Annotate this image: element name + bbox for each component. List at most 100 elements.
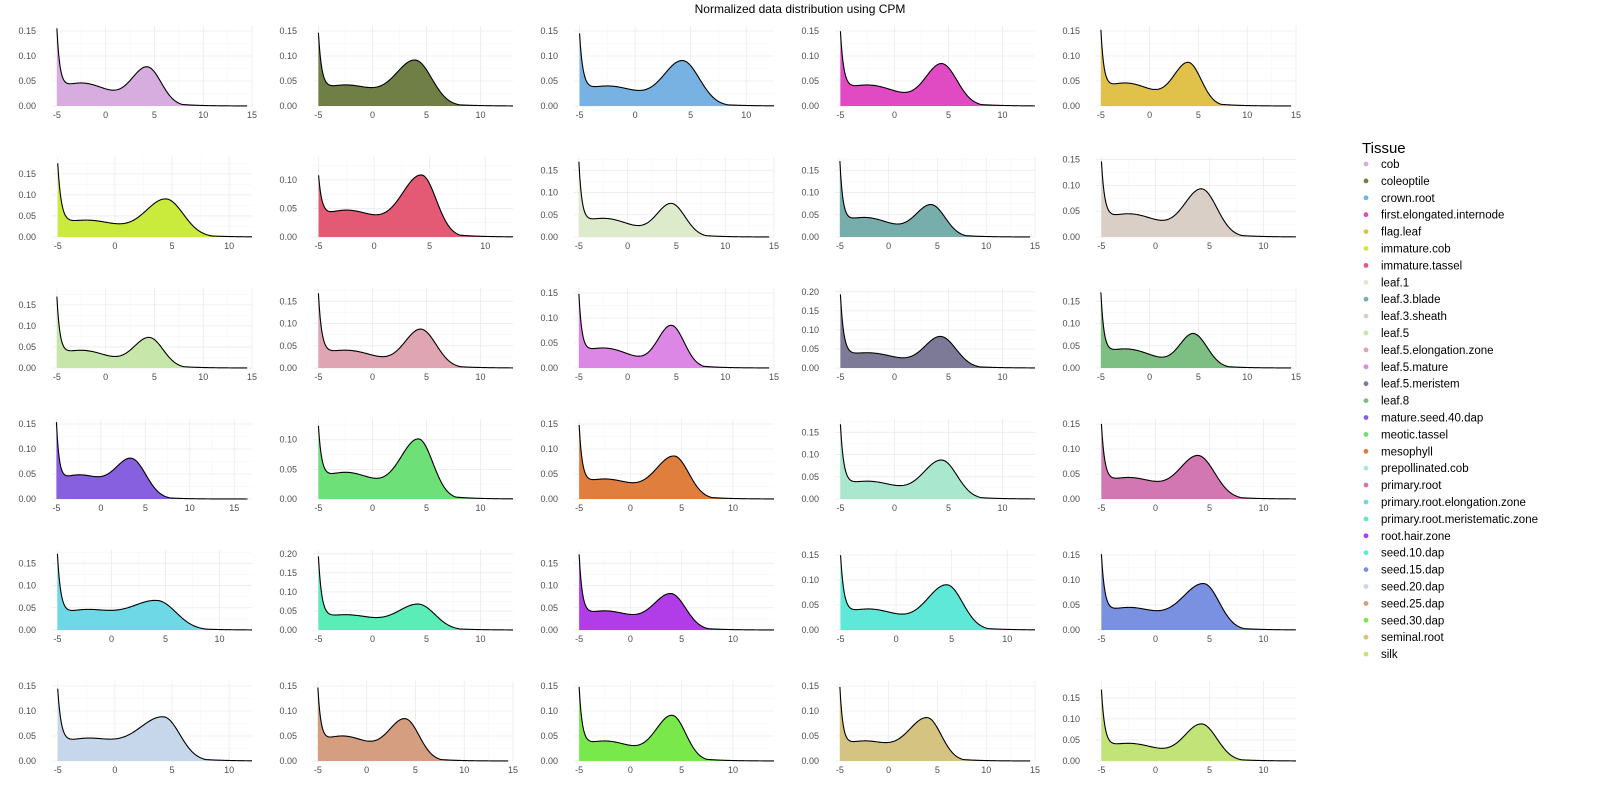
legend-key-leaf.5.mature xyxy=(1363,364,1369,370)
x-tick-label: -5 xyxy=(575,765,583,775)
x-tick-label: 10 xyxy=(720,241,730,251)
x-tick-label: 0 xyxy=(98,503,103,513)
legend-label: silk xyxy=(1381,649,1398,661)
x-tick-label: 10 xyxy=(1259,634,1269,644)
density-line-meotic.tassel xyxy=(317,425,513,500)
x-tick-label: 5 xyxy=(424,503,429,513)
y-tick-label: 0.10 xyxy=(1062,319,1080,329)
legend-key-primary.root xyxy=(1363,482,1369,488)
density-line-coleoptile xyxy=(317,32,513,107)
x-tick-label: 0 xyxy=(109,634,114,644)
x-tick-label: -5 xyxy=(1097,110,1105,120)
y-tick-label: 0.05 xyxy=(801,600,819,610)
y-tick-label: 0.15 xyxy=(1062,419,1080,429)
density-area-leaf.5 xyxy=(56,296,248,368)
panel-seed.15.dap: -5 0 5 10 0.00 0.05 0.10 0.15 xyxy=(1062,550,1296,644)
density-line-seminal.root xyxy=(839,686,1031,762)
y-tick-label: 0.00 xyxy=(1062,363,1080,373)
y-tick-label: 0.15 xyxy=(18,681,36,691)
x-tick-label: 10 xyxy=(998,110,1008,120)
density-area-crown.root xyxy=(579,33,774,106)
legend-label: primary.root xyxy=(1381,480,1442,492)
x-tick-label: 5 xyxy=(679,634,684,644)
x-tick-label: 5 xyxy=(424,110,429,120)
y-tick-label: 0.10 xyxy=(279,175,297,185)
y-tick-label: 0.05 xyxy=(1062,206,1080,216)
density-line-leaf.8 xyxy=(1100,292,1292,369)
y-tick-label: 0.10 xyxy=(540,313,558,323)
x-tick-label: 5 xyxy=(427,241,432,251)
x-tick-label: 10 xyxy=(476,110,486,120)
y-tick-label: 0.00 xyxy=(18,101,36,111)
density-area-seed.20.dap xyxy=(57,688,253,761)
x-tick-label: 5 xyxy=(424,634,429,644)
y-tick-label: 0.10 xyxy=(801,325,819,335)
density-line-crown.root xyxy=(579,33,774,107)
y-tick-label: 0.15 xyxy=(18,558,36,568)
legend-label: leaf.8 xyxy=(1381,396,1409,408)
x-tick-label: 10 xyxy=(1259,241,1269,251)
legend-key-leaf.3.sheath xyxy=(1363,313,1369,319)
legend-key-mature.seed.40.dap xyxy=(1363,415,1369,420)
y-tick-label: 0.10 xyxy=(1062,180,1080,190)
y-tick-label: 0.05 xyxy=(18,342,36,352)
facet-panels: -5 0 5 10 15 0.00 0.05 0.10 0.15 -5 0 5 10 0.00 0.05 0.… xyxy=(18,26,1301,775)
legend-key-seminal.root xyxy=(1363,634,1369,640)
legend-key-primary.root.elongation.zone xyxy=(1363,499,1369,505)
y-tick-label: 0.10 xyxy=(801,450,819,460)
x-tick-label: 5 xyxy=(424,372,429,382)
x-tick-label: 0 xyxy=(1153,241,1158,251)
density-line-leaf.5.meristem xyxy=(839,294,1035,369)
x-tick-label: -5 xyxy=(575,634,583,644)
x-tick-label: -5 xyxy=(575,241,583,251)
x-tick-label: 5 xyxy=(935,241,940,251)
x-tick-label: 0 xyxy=(103,372,108,382)
y-tick-label: 0.05 xyxy=(801,472,819,482)
y-tick-label: 0.15 xyxy=(279,568,297,578)
y-tick-label: 0.15 xyxy=(540,165,558,175)
x-tick-label: -5 xyxy=(1097,372,1105,382)
y-tick-label: 0.15 xyxy=(801,681,819,691)
x-tick-label: 0 xyxy=(103,110,108,120)
x-tick-label: 0 xyxy=(628,765,633,775)
x-tick-label: 10 xyxy=(1002,634,1012,644)
x-tick-label: -5 xyxy=(314,634,322,644)
y-tick-label: 0.10 xyxy=(18,321,36,331)
density-line-mesophyll xyxy=(578,424,774,500)
legend-key-immature.tassel xyxy=(1363,263,1369,268)
x-tick-label: 0 xyxy=(892,503,897,513)
y-tick-label: 0.20 xyxy=(801,287,819,297)
y-tick-label: 0.15 xyxy=(18,300,36,310)
x-tick-label: 0 xyxy=(625,372,630,382)
panel-seed.30.dap: -5 0 5 10 0.00 0.05 0.10 0.15 xyxy=(540,681,775,775)
legend-label: crown.root xyxy=(1381,193,1435,205)
x-tick-label: 5 xyxy=(688,110,693,120)
y-tick-label: 0.10 xyxy=(279,587,297,597)
legend-label: mature.seed.40.dap xyxy=(1381,413,1483,425)
x-tick-label: 5 xyxy=(935,765,940,775)
legend-label: leaf.3.blade xyxy=(1381,294,1440,306)
density-area-leaf.5.meristem xyxy=(840,294,1035,368)
legend-key-seed.20.dap xyxy=(1363,584,1369,589)
x-tick-label: 0 xyxy=(112,241,117,251)
y-tick-label: 0.05 xyxy=(279,341,297,351)
legend-key-leaf.1 xyxy=(1363,279,1369,285)
y-tick-label: 0.10 xyxy=(540,581,558,591)
y-tick-label: 0.00 xyxy=(1062,101,1080,111)
x-tick-label: 5 xyxy=(163,634,168,644)
density-area-primary.root xyxy=(1101,423,1296,499)
x-tick-label: 10 xyxy=(476,503,486,513)
legend-key-cob xyxy=(1363,161,1369,167)
y-tick-label: 0.15 xyxy=(1062,550,1080,560)
legend-key-leaf.8 xyxy=(1363,398,1369,403)
y-tick-label: 0.00 xyxy=(279,101,297,111)
panel-primary.root.elongation.zone: -5 0 5 10 0.00 0.05 0.10 0.15 xyxy=(18,550,253,644)
x-tick-label: 0 xyxy=(364,765,369,775)
legend-label: leaf.5.mature xyxy=(1381,362,1448,374)
x-tick-label: 10 xyxy=(720,372,730,382)
y-tick-label: 0.15 xyxy=(1062,693,1080,703)
density-area-seminal.root xyxy=(839,686,1031,761)
x-tick-label: 10 xyxy=(998,503,1008,513)
panel-seminal.root: -5 0 5 10 15 0.00 0.05 0.10 0.15 xyxy=(801,681,1040,775)
y-tick-label: 0.15 xyxy=(801,427,819,437)
